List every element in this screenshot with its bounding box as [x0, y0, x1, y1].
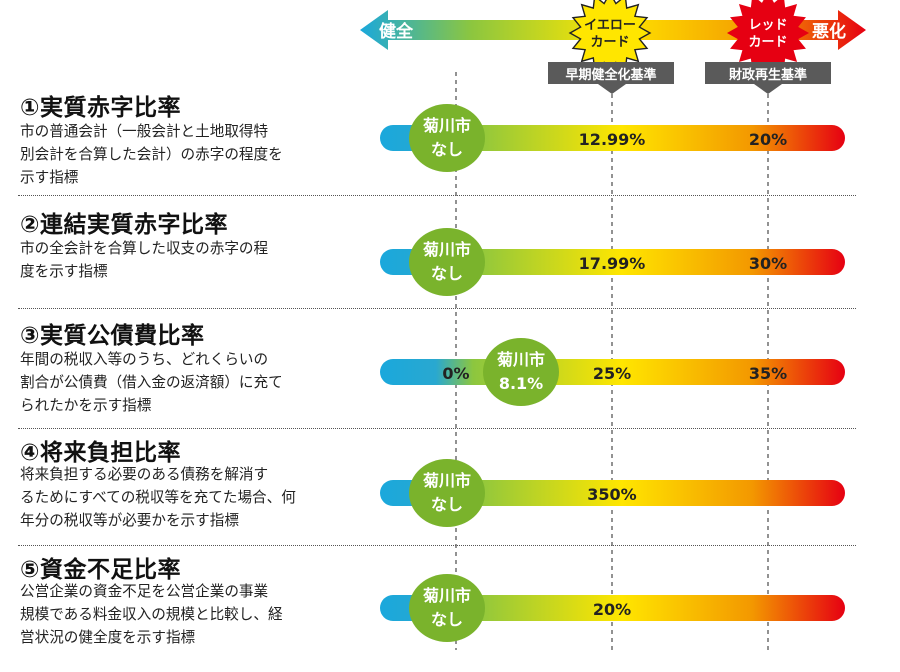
- city-badge-name: 菊川市: [423, 240, 471, 259]
- indicator-title: ④将来負担比率: [20, 440, 181, 466]
- city-badge-value: なし: [431, 610, 463, 629]
- gradient-bar: [380, 595, 845, 621]
- early-criterion-tag: [548, 62, 674, 84]
- row-separator: [18, 428, 856, 429]
- city-badge: [409, 574, 485, 642]
- indicator-description: 市の全会計を合算した収支の赤字の程 度を示す指標: [20, 240, 269, 280]
- city-badge-value: なし: [431, 140, 463, 159]
- early-criterion-value-label: 12.99%: [579, 130, 646, 149]
- gradient-bar: [380, 125, 845, 151]
- row-separator: [18, 308, 856, 309]
- city-badge-name: 菊川市: [423, 586, 471, 605]
- row-separator: [18, 545, 856, 546]
- indicator-description: 市の普通会計（一般会計と土地取得特 別会計を合算した会計）の赤字の程度を 示す指…: [20, 123, 283, 186]
- yellow-card-label-line2: カード: [590, 35, 629, 50]
- indicator-description: 年間の税収入等のうち、どれくらいの 割合が公債費（借入金の返済額）に充て られた…: [20, 351, 283, 414]
- indicator-title: ①実質赤字比率: [20, 95, 181, 121]
- rebuild-criterion-value-label: 35%: [749, 364, 787, 383]
- scale-left-label: 健全: [379, 21, 414, 42]
- rebuild-criterion-label: 財政再生基準: [728, 67, 807, 83]
- indicator-description: 公営企業の資金不足を公営企業の事業 規模である料金収入の規模と比較し、経 営状況…: [20, 583, 283, 646]
- city-badge-value: なし: [431, 264, 463, 283]
- early-criterion-value-label: 25%: [593, 364, 631, 383]
- red-card-label-line1: レッド: [748, 18, 787, 33]
- zero-value-label: 0%: [442, 364, 469, 383]
- early-criterion-value-label: 20%: [593, 600, 631, 619]
- scale-right-label: 悪化: [812, 21, 846, 42]
- early-criterion-tag-pointer: [598, 84, 626, 94]
- city-badge: [483, 338, 559, 406]
- rebuild-criterion-value-label: 30%: [749, 254, 787, 273]
- rebuild-criterion-tag: [705, 62, 831, 84]
- indicator-description: 将来負担する必要のある債務を解消す るためにすべての税収等を充てた場合、何 年分…: [20, 466, 296, 529]
- yellow-card-label-line1: イエロー: [584, 18, 636, 33]
- rebuild-criterion-value-label: 20%: [749, 130, 787, 149]
- early-criterion-label: 早期健全化基準: [565, 67, 656, 83]
- city-badge: [409, 228, 485, 296]
- city-badge-name: 菊川市: [423, 116, 471, 135]
- row-separator: [18, 195, 856, 196]
- indicator-title: ③実質公債費比率: [20, 323, 205, 349]
- city-badge-value: 8.1%: [499, 374, 543, 393]
- early-criterion-value-label: 350%: [587, 485, 636, 504]
- city-badge-name: 菊川市: [497, 350, 545, 369]
- indicator-title: ②連結実質赤字比率: [20, 212, 228, 238]
- early-criterion-value-label: 17.99%: [579, 254, 646, 273]
- city-badge: [409, 104, 485, 172]
- gradient-bar: [380, 480, 845, 506]
- gradient-bar: [380, 249, 845, 275]
- rebuild-criterion-tag-pointer: [754, 84, 782, 94]
- city-badge-value: なし: [431, 495, 463, 514]
- indicator-title: ⑤資金不足比率: [20, 557, 181, 583]
- city-badge-name: 菊川市: [423, 471, 471, 490]
- city-badge: [409, 459, 485, 527]
- red-card-label-line2: カード: [748, 35, 787, 50]
